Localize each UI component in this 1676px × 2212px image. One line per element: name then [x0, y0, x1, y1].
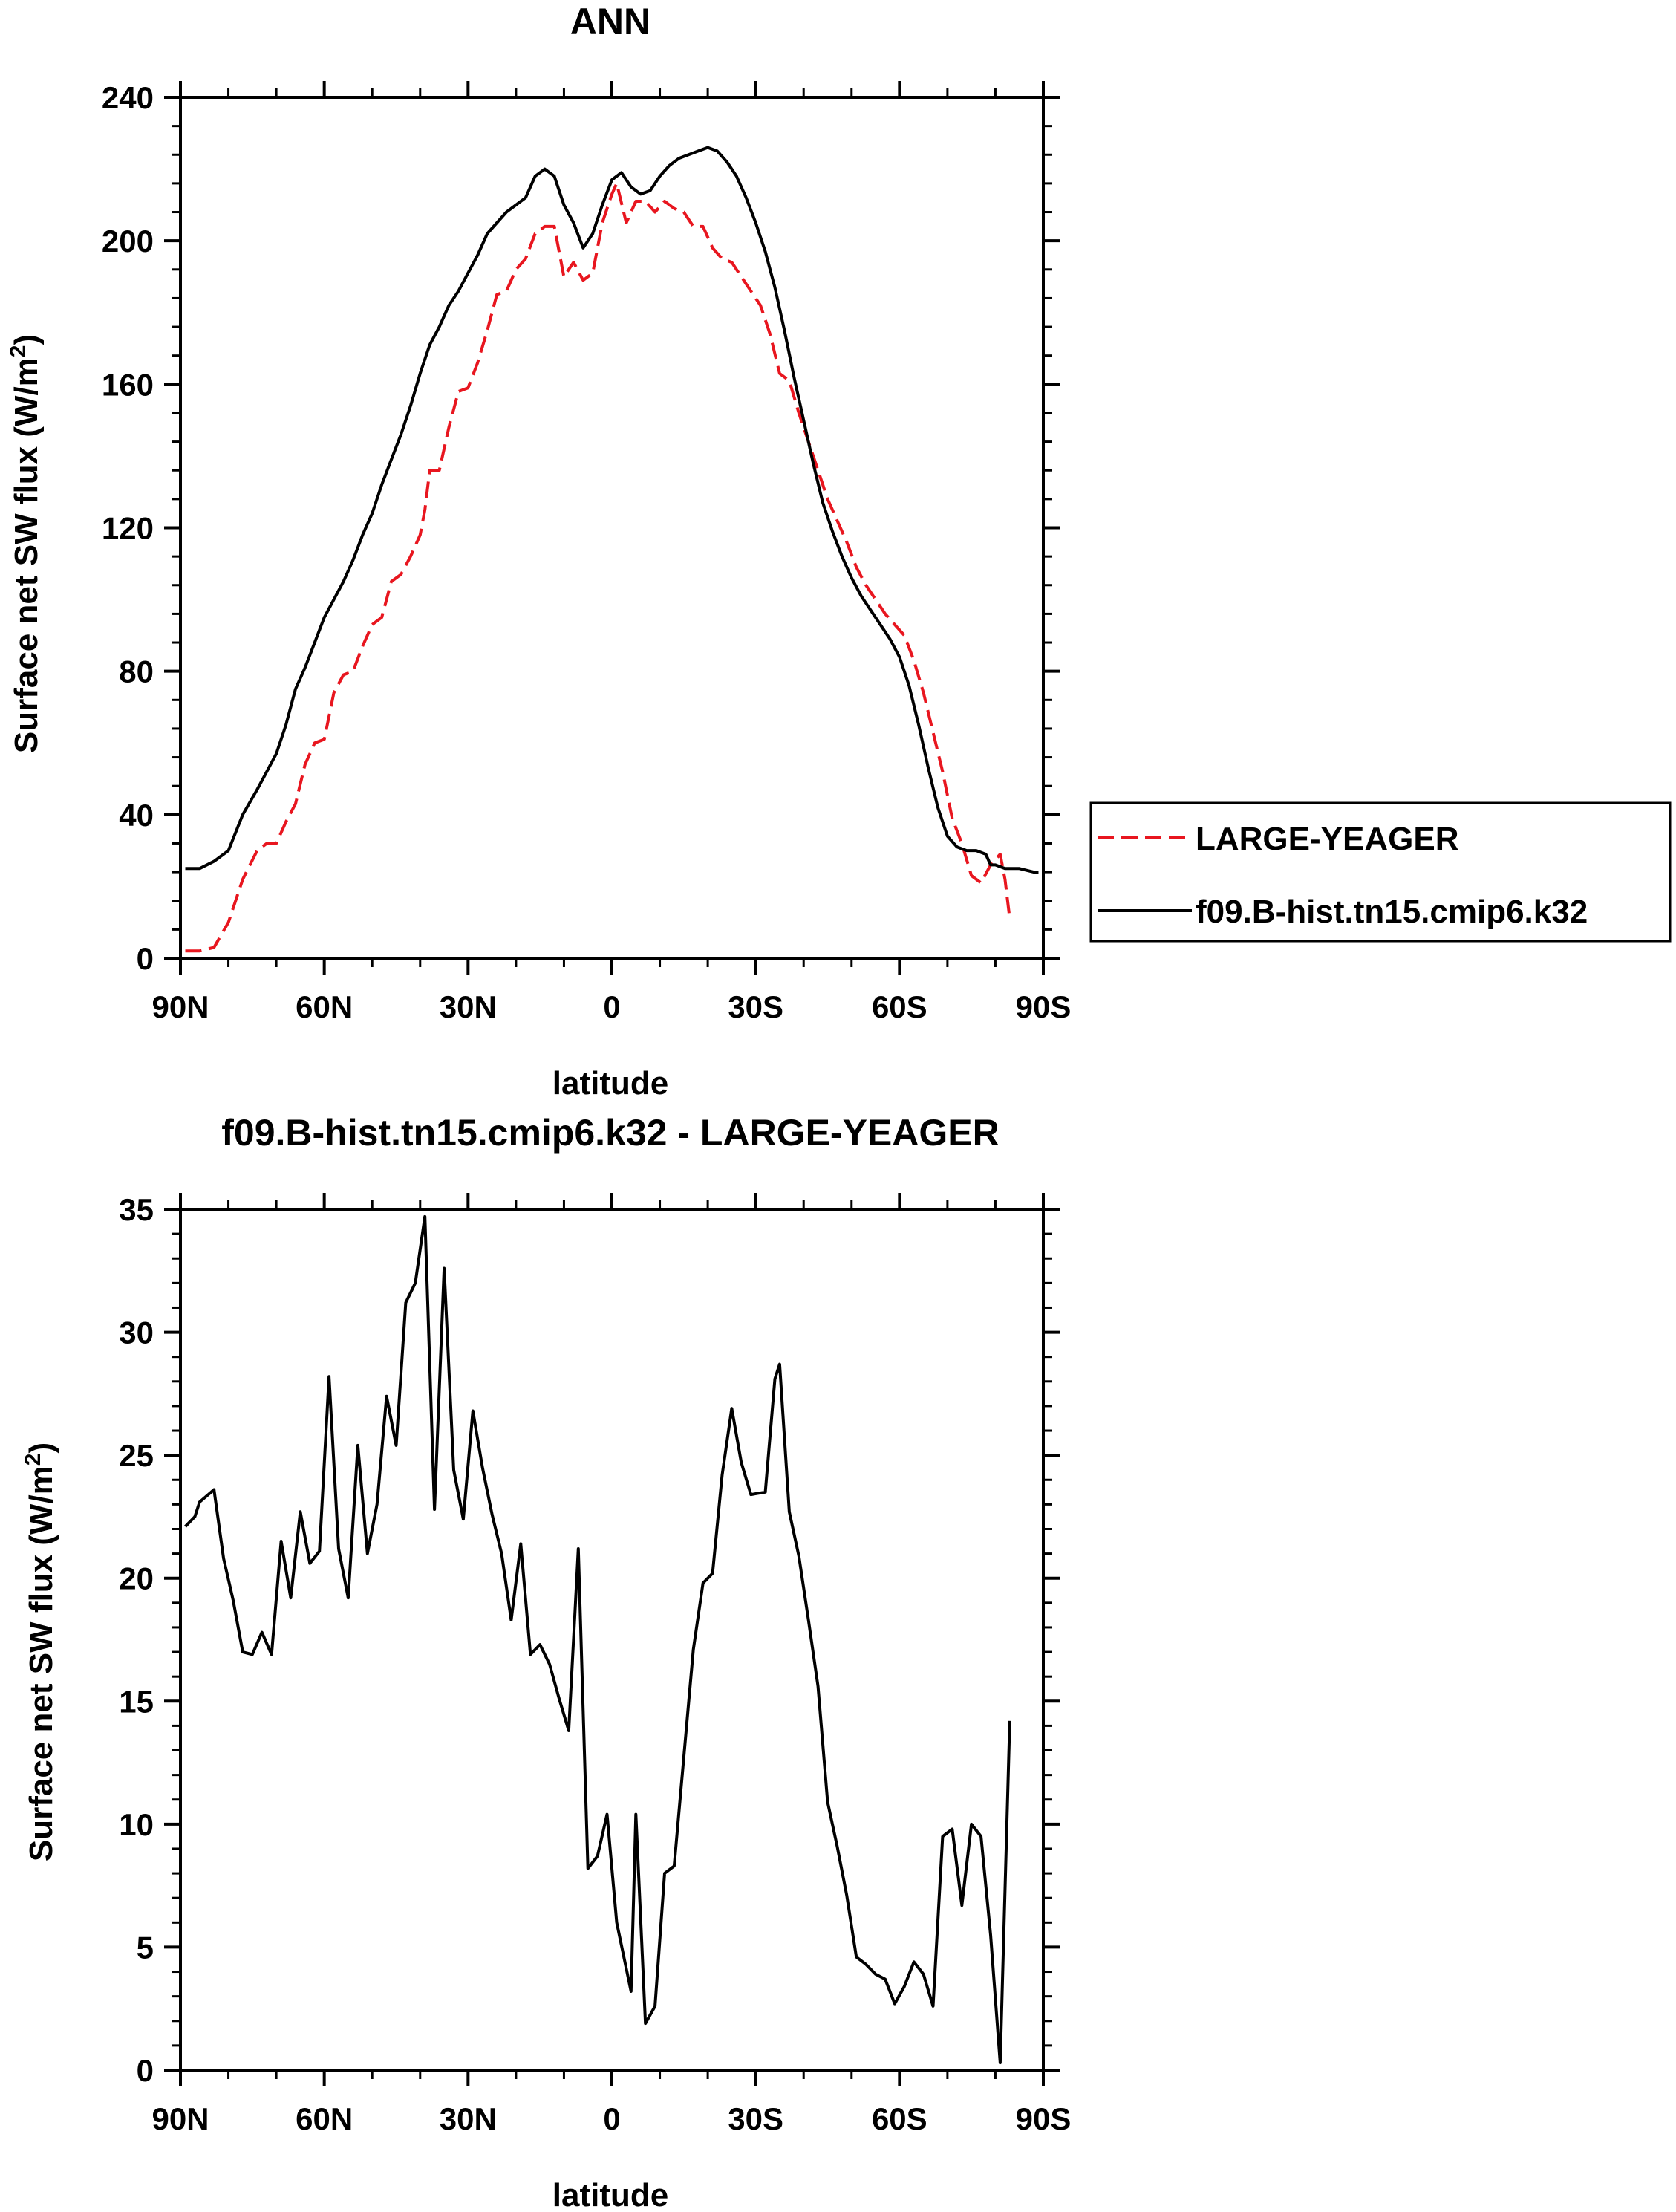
bottom-y-tick-label: 15: [119, 1684, 154, 1719]
top-chart-title: ANN: [570, 1, 650, 42]
bottom-x-tick-label: 30N: [440, 2101, 497, 2136]
top-x-tick-label: 60S: [872, 989, 927, 1024]
top-series-line-1: [185, 146, 1039, 874]
bottom-y-tick-label: 5: [137, 1930, 154, 1965]
bottom-y-tick-label: 10: [119, 1807, 154, 1842]
top-y-tick-label: 200: [102, 224, 154, 258]
top-y-axis-label: Surface net SW flux (W/m2): [6, 334, 45, 753]
top-y-tick-label: 120: [102, 511, 154, 546]
top-y-tick-label: 160: [102, 367, 154, 402]
top-x-tick-label: 0: [603, 989, 620, 1024]
bottom-y-axis-label: Surface net SW flux (W/m2): [21, 1442, 59, 1861]
bottom-x-tick-label: 60S: [872, 2101, 927, 2136]
top-x-axis-label: latitude: [552, 1065, 668, 1102]
bottom-x-tick-label: 30S: [728, 2101, 783, 2136]
bottom-y-tick-label: 20: [119, 1561, 154, 1596]
bottom-plot-frame: [179, 1208, 1045, 2072]
top-y-axis-label-main: Surface net SW flux (W/m: [8, 357, 45, 753]
bottom-plot-area: 0 5 10 15 20 25 30 35 90N 60N 30N 0 30S 60S 90S: [119, 1192, 1071, 2136]
top-x-tick-label: 90S: [1016, 989, 1072, 1024]
bottom-x-tick-label: 60N: [296, 2101, 353, 2136]
top-plot-area: 0 40 80 120 160 200 240 90N 60N 30N 0 30S 60S 90S: [102, 80, 1071, 1024]
top-y-tick-label: 0: [137, 941, 154, 976]
bottom-y-tick-label: 35: [119, 1192, 154, 1227]
top-series-line-0: [185, 181, 1011, 953]
legend-label-model: f09.B-hist.tn15.cmip6.k32: [1196, 894, 1588, 930]
bottom-y-axis-label-close: ): [23, 1442, 59, 1454]
top-x-tick-label: 60N: [296, 989, 353, 1024]
legend-box: [1089, 801, 1672, 943]
bottom-chart-title: f09.B-hist.tn15.cmip6.k32 - LARGE-YEAGER: [221, 1112, 999, 1154]
top-x-tick-label: 30N: [440, 989, 497, 1024]
top-y-tick-label: 240: [102, 80, 154, 115]
bottom-x-tick-label: 0: [603, 2101, 620, 2136]
bottom-x-axis-label: latitude: [552, 2177, 668, 2212]
top-chart: ANN 0 40 80 120 160 200 240 90N 60N 30N 0 30S 60S 90S…: [6, 1, 1672, 1102]
bottom-y-axis-label-sup: 2: [21, 1454, 45, 1466]
top-y-tick-label: 40: [119, 798, 154, 833]
bottom-chart: f09.B-hist.tn15.cmip6.k32 - LARGE-YEAGER…: [21, 1112, 1071, 2212]
bottom-y-tick-label: 25: [119, 1438, 154, 1473]
top-x-tick-label: 90N: [151, 989, 209, 1024]
top-plot-frame: [179, 96, 1045, 960]
bottom-series-line-0: [184, 1214, 1011, 2065]
top-x-tick-label: 30S: [728, 989, 783, 1024]
legend: LARGE-YEAGER f09.B-hist.tn15.cmip6.k32: [1089, 801, 1672, 943]
top-y-axis-label-sup: 2: [6, 345, 30, 358]
bottom-x-tick-label: 90N: [151, 2101, 209, 2136]
top-y-axis-label-close: ): [8, 334, 45, 345]
bottom-x-tick-label: 90S: [1016, 2101, 1072, 2136]
legend-label-large-yeager: LARGE-YEAGER: [1196, 821, 1458, 857]
bottom-y-axis-label-main: Surface net SW flux (W/m: [23, 1466, 59, 1861]
bottom-y-tick-label: 30: [119, 1315, 154, 1350]
top-y-tick-label: 80: [119, 654, 154, 689]
bottom-y-tick-label: 0: [137, 2053, 154, 2088]
